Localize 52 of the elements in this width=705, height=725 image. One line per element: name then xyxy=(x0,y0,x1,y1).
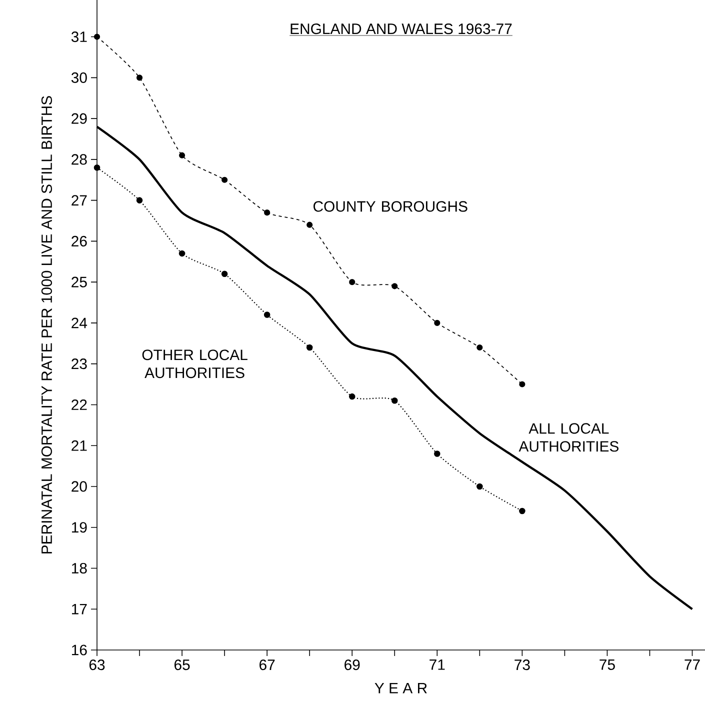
point xyxy=(519,508,526,514)
point xyxy=(178,152,186,158)
x-tick-label: 65 xyxy=(174,660,190,670)
x-tick-label: 67 xyxy=(260,660,275,670)
y-tick-label: 23 xyxy=(72,358,87,370)
y-tick-label: 16 xyxy=(72,644,87,656)
point xyxy=(434,450,440,457)
x-tick-label: 69 xyxy=(344,660,360,670)
point xyxy=(264,210,270,216)
point xyxy=(348,393,356,400)
y-axis-title: PERINATAL MORTALITY RATE PER 1000 LIVE AND STILL BIRTHS xyxy=(41,96,52,554)
y-tick-label: 18 xyxy=(72,562,87,574)
point xyxy=(136,197,143,204)
point xyxy=(178,250,186,257)
y-tick-label: 22 xyxy=(72,399,87,410)
text: OTHER LOCAL AUTHORITIES xyxy=(142,350,248,378)
y-tick-label: 21 xyxy=(72,440,87,451)
point xyxy=(476,483,483,490)
y-tick-label: 17 xyxy=(72,604,87,614)
y-tick-label: 31 xyxy=(71,31,87,42)
y-tick-label: 26 xyxy=(72,236,87,246)
point xyxy=(306,222,313,228)
point xyxy=(94,164,100,171)
y-tick-label: 19 xyxy=(72,522,87,533)
y-tick-label: 30 xyxy=(71,72,87,83)
series-label: ALL LOCAL AUTHORITIES xyxy=(518,423,618,452)
x-tick-label: 77 xyxy=(684,660,700,670)
y-tick-label: 27 xyxy=(72,195,87,206)
y-tick-label: 25 xyxy=(72,276,87,288)
point xyxy=(222,176,228,183)
point xyxy=(519,381,526,388)
x-tick-label: 75 xyxy=(600,660,615,670)
text: ENGLAND AND WALES 1963-77 xyxy=(290,24,512,34)
x-tick-label: 71 xyxy=(430,660,445,670)
point xyxy=(94,34,100,40)
point xyxy=(264,312,270,318)
series-label: COUNTY BOROUGHS xyxy=(314,201,468,212)
point xyxy=(136,74,143,81)
point xyxy=(476,344,483,351)
point xyxy=(221,270,228,278)
x-axis-title: Y E A R xyxy=(374,682,427,694)
point xyxy=(392,283,398,290)
y-tick-label: 20 xyxy=(72,481,87,492)
y-tick-label: 28 xyxy=(72,154,87,165)
point xyxy=(434,320,440,326)
y-tick-label: 29 xyxy=(72,113,87,124)
x-tick-label: 73 xyxy=(514,660,530,670)
point xyxy=(349,279,356,286)
x-tick-label: 63 xyxy=(89,660,105,670)
y-tick-label: 24 xyxy=(72,318,88,328)
point xyxy=(306,344,313,351)
point xyxy=(391,397,398,404)
